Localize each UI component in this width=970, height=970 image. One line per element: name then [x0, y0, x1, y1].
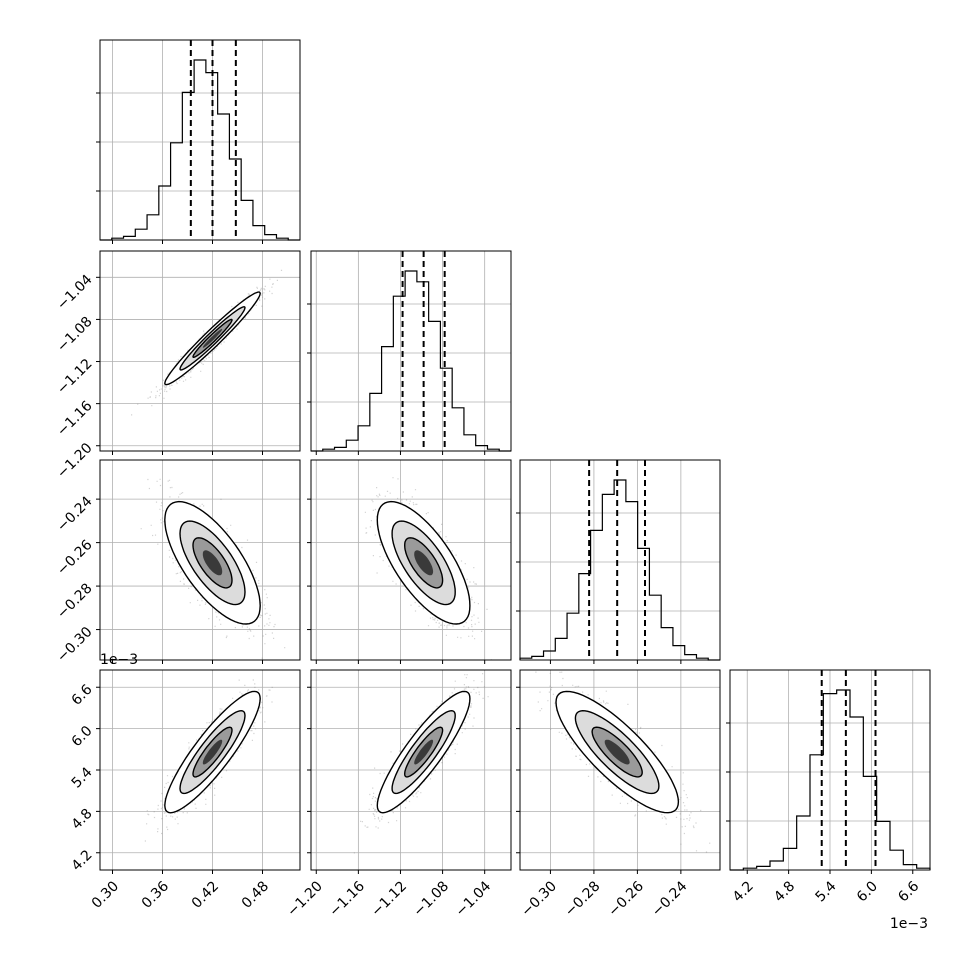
- panel-frame: [99, 39, 301, 241]
- panel-frame: [519, 459, 721, 661]
- x-tick-label: −0.26: [605, 878, 647, 920]
- density-core: [604, 739, 630, 765]
- y-tick-label: −1.12: [54, 356, 96, 398]
- x-tick-label: 0.30: [89, 878, 122, 911]
- panel-2-2: [516, 459, 721, 664]
- density-core: [414, 739, 434, 765]
- panel-3-0: [96, 669, 301, 874]
- x-tick-label: 0.48: [239, 878, 272, 911]
- histogram-3: [730, 689, 931, 871]
- histogram-0: [100, 59, 300, 241]
- y-tick-label: −1.08: [54, 314, 96, 356]
- panel-1-1: [307, 250, 512, 455]
- x-tick-label: −0.30: [518, 878, 560, 920]
- panel-2-0: [96, 459, 301, 664]
- x-tick-label: 4.2: [730, 878, 757, 905]
- x-tick-label: 4.8: [771, 878, 798, 905]
- x-tick-label: −1.04: [453, 878, 495, 920]
- x-tick-label: −1.12: [368, 878, 410, 920]
- y-tick-label: −0.26: [54, 537, 96, 579]
- x-tick-label: −1.16: [326, 878, 368, 920]
- scatter-layer: [144, 670, 273, 842]
- y-tick-label: −1.16: [54, 398, 96, 440]
- density-core: [202, 328, 223, 348]
- panel-frame: [99, 250, 301, 452]
- x-tick-label: −0.28: [562, 878, 604, 920]
- y-tick-label: 5.4: [69, 764, 96, 791]
- panel-3-2: [516, 669, 721, 874]
- density-core: [202, 550, 223, 576]
- x-tick-label: −1.20: [284, 878, 326, 920]
- panel-frame: [310, 250, 512, 452]
- y-tick-label: −0.24: [54, 493, 96, 535]
- x-tick-label: 0.42: [189, 878, 222, 911]
- panel-frame: [310, 459, 512, 661]
- y-tick-label: −0.28: [54, 580, 96, 622]
- y-tick-label: −1.20: [54, 440, 96, 482]
- x-tick-label: 6.6: [895, 878, 922, 905]
- panel-3-1: [307, 669, 512, 874]
- scatter-layer: [353, 673, 489, 854]
- panel-0-0: [96, 39, 301, 244]
- scatter-layer: [140, 478, 286, 659]
- scatter-layer: [535, 671, 711, 853]
- density-core: [414, 550, 434, 576]
- panel-2-1: [307, 459, 512, 664]
- y-tick-label: 4.2: [69, 847, 96, 874]
- x-tick-label: 6.0: [854, 878, 881, 905]
- y-tick-label: 6.6: [69, 682, 96, 709]
- density-core: [202, 739, 223, 765]
- x-tick-label: −0.24: [649, 878, 691, 920]
- panel-frame: [99, 459, 301, 661]
- y-tick-label: 4.8: [69, 806, 96, 833]
- x-tick-label: 5.4: [813, 878, 840, 905]
- y-tick-label: −0.30: [54, 624, 96, 666]
- y-offset-label: 1e−3: [100, 652, 138, 668]
- y-tick-label: 6.0: [69, 723, 96, 750]
- x-tick-label: 0.36: [139, 878, 172, 911]
- x-tick-label: −1.08: [411, 878, 453, 920]
- panel-1-0: [96, 250, 301, 455]
- histogram-2: [519, 479, 720, 661]
- scatter-layer: [131, 269, 283, 416]
- scatter-layer: [364, 477, 492, 660]
- y-tick-label: −1.04: [54, 272, 96, 314]
- x-offset-label: 1e−3: [890, 916, 928, 932]
- histogram-1: [311, 270, 511, 452]
- panel-3-3: [726, 669, 931, 874]
